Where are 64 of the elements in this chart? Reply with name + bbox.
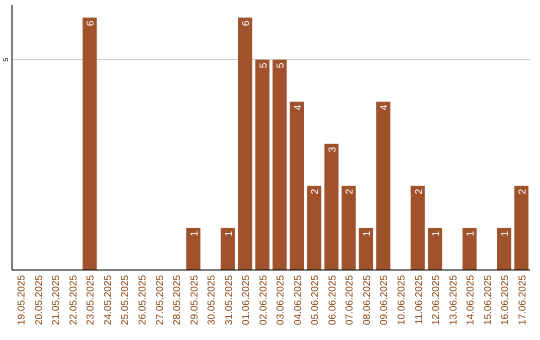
bar <box>186 228 200 270</box>
x-tick-label: 02.06.2025 <box>258 274 270 326</box>
data-label: 1 <box>189 230 200 236</box>
x-tick-label: 29.05.2025 <box>189 274 200 326</box>
data-label: 2 <box>414 188 425 194</box>
x-tick-label: 01.06.2025 <box>241 274 252 326</box>
data-label: 5 <box>276 62 287 68</box>
x-tick-label: 31.05.2025 <box>224 274 235 326</box>
x-tick-label: 11.06.2025 <box>414 274 425 324</box>
data-label: 1 <box>224 230 235 236</box>
bar <box>255 60 270 270</box>
data-label: 4 <box>292 104 304 110</box>
x-tick-label: 03.06.2025 <box>276 274 287 326</box>
bar <box>514 186 528 270</box>
bar <box>82 18 97 270</box>
bar <box>324 144 339 270</box>
x-tick-label: 17.06.2025 <box>517 274 528 326</box>
x-tick-label: 08.06.2025 <box>362 274 373 326</box>
x-tick-label: 25.05.2025 <box>120 274 132 326</box>
bar <box>238 18 252 270</box>
data-label: 2 <box>310 188 322 194</box>
bar <box>462 228 477 270</box>
x-tick-label: 09.06.2025 <box>379 274 390 326</box>
data-label: 5 <box>258 62 270 68</box>
x-tick-label: 04.06.2025 <box>292 274 304 326</box>
x-tick-label: 22.05.2025 <box>68 274 80 326</box>
bar <box>376 102 390 270</box>
bar <box>342 186 356 270</box>
bar <box>410 186 425 270</box>
data-label: 1 <box>431 230 442 236</box>
data-label: 1 <box>362 230 373 236</box>
x-tick-label: 06.06.2025 <box>327 274 338 326</box>
x-tick-label: 10.06.2025 <box>396 274 408 326</box>
x-tick-label: 24.05.2025 <box>102 274 114 326</box>
x-tick-label: 20.05.2025 <box>34 274 45 326</box>
x-tick-label: 07.06.2025 <box>344 274 356 326</box>
data-label: 6 <box>241 20 252 26</box>
x-tick-label: 14.06.2025 <box>466 274 477 326</box>
data-label: 2 <box>517 188 528 194</box>
data-label: 1 <box>466 230 477 236</box>
bar <box>220 228 235 270</box>
data-label: 3 <box>327 146 338 152</box>
data-label: 1 <box>500 230 512 236</box>
data-label: 2 <box>344 188 356 194</box>
x-tick-label: 12.06.2025 <box>431 274 442 326</box>
bar <box>428 228 442 270</box>
x-tick-label: 13.06.2025 <box>448 274 460 326</box>
x-tick-label: 15.06.2025 <box>482 274 494 326</box>
data-label: 4 <box>379 104 390 110</box>
x-tick-label: 30.05.2025 <box>206 274 218 326</box>
x-tick-label: 19.05.2025 <box>16 274 28 326</box>
x-tick-label: 21.05.2025 <box>51 274 62 326</box>
bar <box>290 102 304 270</box>
x-tick-label: 23.05.2025 <box>86 274 97 326</box>
x-tick-label: 16.06.2025 <box>500 274 512 326</box>
x-tick-label: 28.05.2025 <box>172 274 184 326</box>
x-tick-label: 05.06.2025 <box>310 274 322 326</box>
bar <box>272 60 287 270</box>
bar <box>358 228 374 270</box>
bar <box>307 186 322 270</box>
bar <box>497 228 512 270</box>
x-tick-label: 26.05.2025 <box>138 274 148 326</box>
x-tick-label: 27.05.2025 <box>154 274 166 326</box>
data-label: 6 <box>86 20 97 26</box>
